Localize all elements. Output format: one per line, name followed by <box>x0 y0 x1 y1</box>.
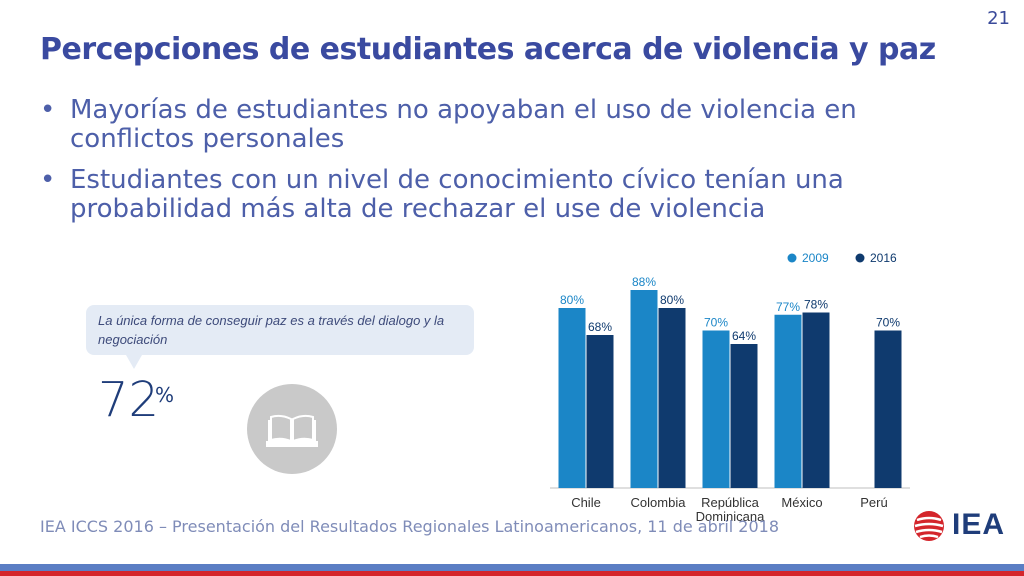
category-label-3: México <box>781 495 822 510</box>
bar-2016-0 <box>586 335 614 488</box>
category-label-2: Dominicana <box>696 509 765 524</box>
bar-2009-0 <box>558 308 586 488</box>
legend-label-2016: 2016 <box>870 251 897 265</box>
legend-label-2009: 2009 <box>802 251 829 265</box>
bar-chart: 80% 68% Chile 88% 80% Colombia 70% 64% República… <box>550 251 910 524</box>
bullet-item: • Mayorías de estudiantes no apoyaban el … <box>40 96 920 154</box>
data-label-2016-3: 78% <box>804 298 828 312</box>
data-label-2016-1: 80% <box>660 293 684 307</box>
bullet-marker: • <box>40 95 56 125</box>
category-label-4: Perú <box>860 495 887 510</box>
data-label-2009-1: 88% <box>632 275 656 289</box>
data-label-2016-0: 68% <box>588 320 612 334</box>
category-label-0: Chile <box>571 495 601 510</box>
bullet-item: • Estudiantes con un nivel de conocimient… <box>40 166 920 224</box>
logo-text: IEA <box>952 508 1006 541</box>
bullet-list: • Mayorías de estudiantes no apoyaban el … <box>40 96 920 236</box>
category-label-1: Colombia <box>631 495 687 510</box>
book-icon <box>247 384 337 474</box>
bar-2016-3 <box>802 312 830 488</box>
bullet-marker: • <box>40 165 56 195</box>
band-blue <box>0 564 1024 571</box>
quote-text: La única forma de conseguir paz es a tra… <box>98 313 445 347</box>
quote-bubble: La única forma de conseguir paz es a tra… <box>86 305 474 369</box>
band-red <box>0 571 1024 576</box>
bullet-text: Estudiantes con un nivel de conocimiento… <box>70 165 844 224</box>
legend-marker-2016 <box>855 253 865 263</box>
slide-title: Percepciones de estudiantes acerca de vi… <box>40 32 936 67</box>
bullet-text: Mayorías de estudiantes no apoyaban el u… <box>70 95 857 154</box>
bar-2016-1 <box>658 308 686 488</box>
stat-unit: % <box>155 383 175 407</box>
data-label-2009-3: 77% <box>776 300 800 314</box>
category-label-2: República <box>701 495 760 510</box>
page-number: 21 <box>987 8 1010 29</box>
data-label-2009-2: 70% <box>704 316 728 330</box>
bar-2016-2 <box>730 344 758 488</box>
data-label-2016-4: 70% <box>876 316 900 330</box>
footer-text: IEA ICCS 2016 – Presentación del Resulta… <box>40 517 780 536</box>
legend-marker-2009 <box>787 253 797 263</box>
bottom-band <box>0 564 1024 576</box>
globe-icon <box>914 511 944 541</box>
bar-2009-3 <box>774 314 802 488</box>
data-label-2016-2: 64% <box>732 329 756 343</box>
iea-logo: IEA <box>912 506 1012 544</box>
stat-value: 72 <box>98 372 160 428</box>
bar-2009-2 <box>702 330 730 488</box>
bar-2009-1 <box>630 290 658 488</box>
bar-2016-4 <box>874 330 902 488</box>
data-label-2009-0: 80% <box>560 293 584 307</box>
